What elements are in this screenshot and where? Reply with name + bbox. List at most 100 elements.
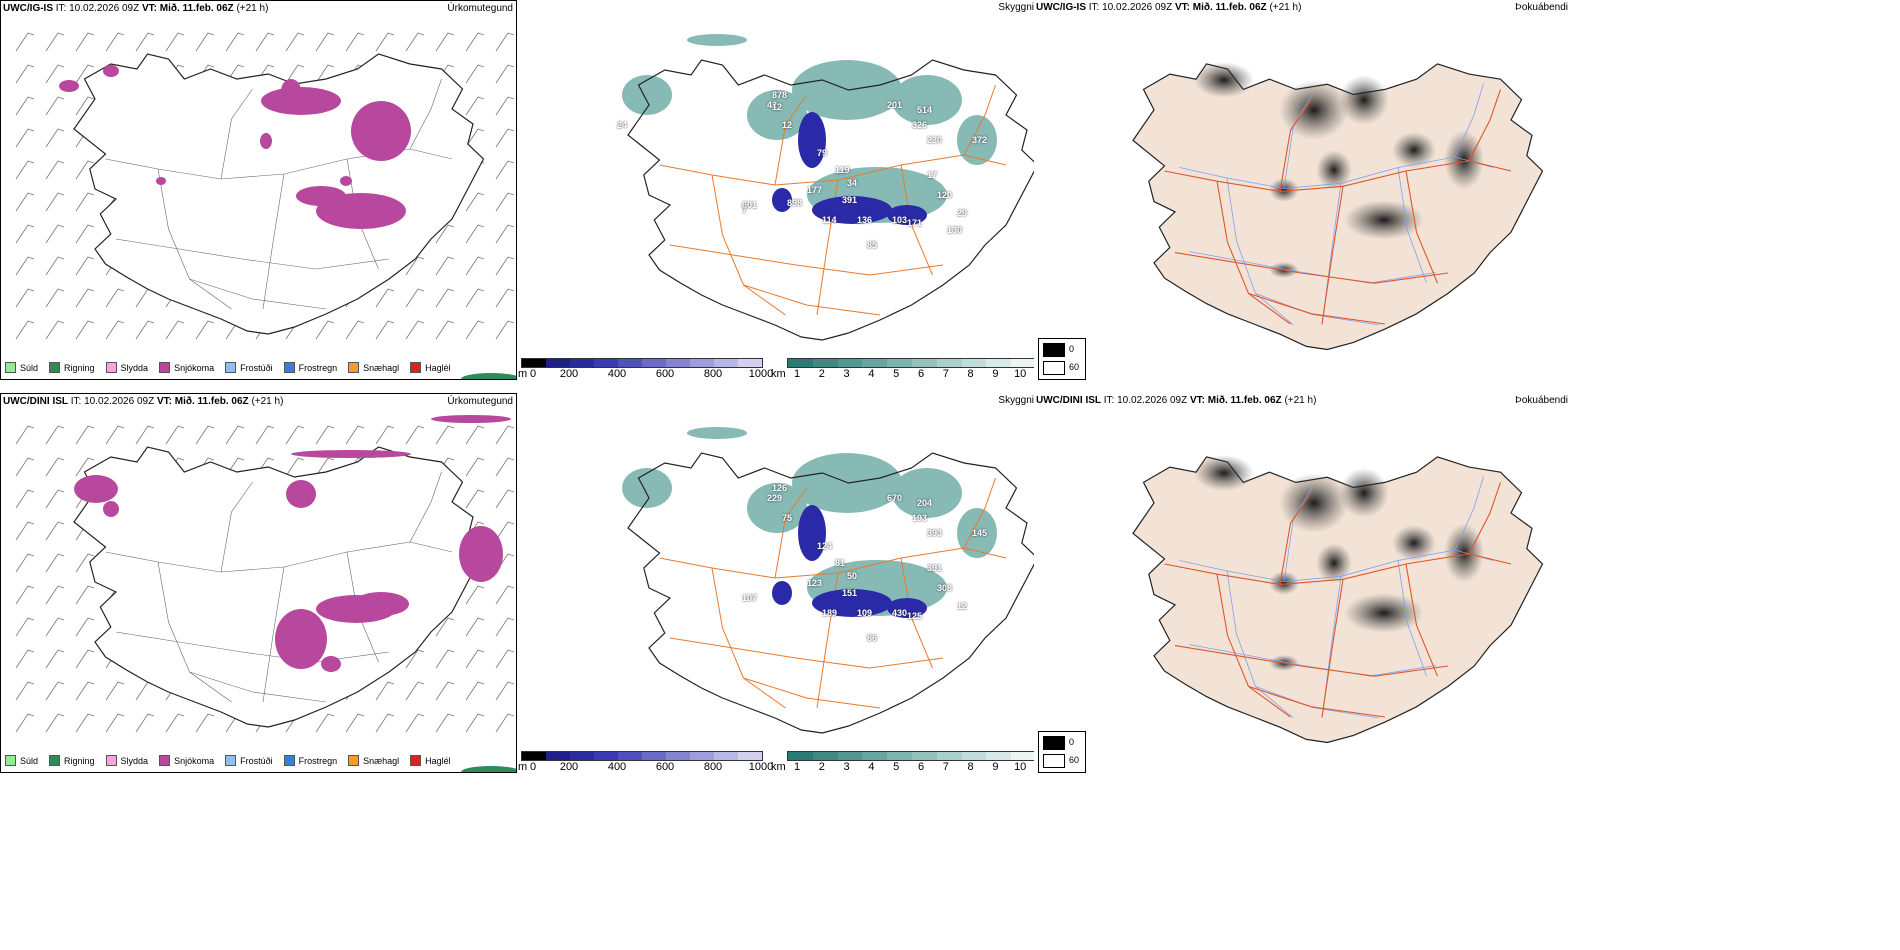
map-value-label: 308 xyxy=(937,583,953,593)
legend-label: Snæhagl xyxy=(363,755,400,766)
legend-item-6: Snæhagl xyxy=(348,362,399,373)
colorbar-tick: 0 xyxy=(529,368,537,380)
visibility-colorbar: 1 2 3 4 5 6 7 8 9 10 km xyxy=(771,751,1034,773)
map-value-label: 17 xyxy=(927,170,938,180)
colorbar-segment xyxy=(642,359,666,367)
colorbar-tick: 4 xyxy=(868,761,875,773)
panel-name-precip: Úrkomutegund xyxy=(447,396,513,407)
colorbar-segment xyxy=(570,359,594,367)
colorbar-tick: 1000 xyxy=(748,368,774,380)
legend-label: Rigning xyxy=(64,755,95,766)
map-value-label: 326 xyxy=(912,120,928,130)
map-value-label: 12 xyxy=(772,102,783,112)
colorbar-segment xyxy=(522,359,546,367)
panel-title: UWC/DINI ISL IT: 10.02.2026 09Z VT: Mið.… xyxy=(1036,395,1317,406)
map-value-label: 120 xyxy=(937,190,953,200)
colorbar-segment xyxy=(642,752,666,760)
fog-shading xyxy=(1194,62,1484,278)
colorbar-segment xyxy=(714,359,738,367)
map-value-label: 514 xyxy=(917,105,933,115)
legend-swatch xyxy=(348,362,360,373)
map-value-label: 50 xyxy=(847,571,858,581)
colorbar-segment xyxy=(594,359,618,367)
map-value-label: 898 xyxy=(787,198,803,208)
colorbar-segment xyxy=(714,752,738,760)
map-value-label: 393 xyxy=(927,528,943,538)
map-value-label: 193 xyxy=(912,513,928,523)
colorbar-tick: 1 xyxy=(793,761,801,773)
map-value-label: 601 xyxy=(742,200,758,210)
snowfall-areas xyxy=(59,65,411,229)
map-value-label: 177 xyxy=(807,185,823,195)
legend-swatch xyxy=(348,755,360,766)
precip-type-panel: UWC/IG-IS IT: 10.02.2026 09Z VT: Mið. 11… xyxy=(0,0,517,380)
colorbar-segment xyxy=(690,752,714,760)
map-value-label: 670 xyxy=(887,493,903,503)
legend-swatch xyxy=(159,755,171,766)
forecast-row-2: UWC/DINI ISL IT: 10.02.2026 09Z VT: Mið.… xyxy=(0,393,1900,773)
legend-item-3: Snjókoma xyxy=(159,755,214,766)
colorbar-tick: 5 xyxy=(893,368,900,380)
map-value-label: 34 xyxy=(847,178,858,188)
visibility-map xyxy=(622,34,1034,341)
precip-map xyxy=(15,32,516,379)
legend-item-0: Súld xyxy=(5,755,38,766)
colorbar-segment xyxy=(522,752,546,760)
legend-label: Snjókoma xyxy=(174,755,215,766)
legend-label: Súld xyxy=(20,755,39,766)
colorbar-tick: 2 xyxy=(818,761,825,773)
panel-name-precip: Úrkomutegund xyxy=(447,3,513,14)
legend-swatch xyxy=(410,755,422,766)
colorbar-segment xyxy=(788,359,813,367)
panel-title: UWC/DINI ISL IT: 10.02.2026 09Z VT: Mið.… xyxy=(3,396,284,407)
map-value-label: 29 xyxy=(957,208,968,218)
road-network xyxy=(1164,89,1512,325)
rain-area xyxy=(461,373,516,379)
legend-item-6: Snæhagl xyxy=(348,755,399,766)
precip-legend: Súld Rigning Slydda Snjókoma Frostúði Frostre… xyxy=(5,755,451,766)
colorbar-tick: 800 xyxy=(703,761,723,773)
legend-item-2: Slydda xyxy=(105,755,149,766)
legend-label: Slydda xyxy=(120,362,149,373)
map-value-label: 130 xyxy=(947,225,963,235)
panel-title: UWC/IG-IS IT: 10.02.2026 09Z VT: Mið. 11… xyxy=(3,3,269,14)
legend-label: Frostregn xyxy=(298,755,338,766)
map-value-label: 124 xyxy=(817,541,833,551)
map-value-label: 391 xyxy=(842,195,858,205)
map-value-label: 145 xyxy=(972,528,988,538)
map-value-label: 103 xyxy=(892,215,908,225)
snow-colorbar: 0 200 400 600 800 1000 m xyxy=(518,751,773,773)
legend-item-1: Rigning xyxy=(49,362,95,373)
legend-label: Slydda xyxy=(120,755,149,766)
legend-item-3: Snjókoma xyxy=(159,362,214,373)
colorbar-segment xyxy=(690,359,714,367)
colorbar-tick: 3 xyxy=(843,761,850,773)
legend-swatch xyxy=(283,362,295,373)
map-value-label: 109 xyxy=(857,608,873,618)
legend-label: Frostúði xyxy=(240,755,273,766)
map-value-label: 85 xyxy=(867,240,878,250)
colorbar-segment xyxy=(887,359,912,367)
legend-label: Frostregn xyxy=(298,362,338,373)
colorbar-tick: 8 xyxy=(967,368,974,380)
map-value-label: 7 xyxy=(742,205,748,215)
colorbar-segment xyxy=(936,752,962,760)
legend-swatch xyxy=(5,755,16,766)
map-value-label: 81 xyxy=(835,558,846,568)
map-value-label: 201 xyxy=(887,100,903,110)
colorbar-segment xyxy=(570,752,594,760)
legend-swatch xyxy=(225,362,237,373)
fog-panel: UWC/DINI ISL IT: 10.02.2026 09Z VT: Mið.… xyxy=(1034,393,1900,773)
legend-item-1: Rigning xyxy=(49,755,95,766)
colorbar-tick: 3 xyxy=(843,368,850,380)
snow-depth-areas xyxy=(772,112,927,225)
panel-name-fog: Þokuábendi xyxy=(1515,2,1568,13)
map-value-label: 119 xyxy=(835,165,850,175)
colorbar-tick: 600 xyxy=(655,368,675,380)
legend-swatch xyxy=(283,755,295,766)
map-value-label: 125 xyxy=(907,611,923,621)
map-value-label: 12 xyxy=(782,120,793,130)
colorbar-segment xyxy=(594,752,618,760)
colorbar-segment xyxy=(911,359,937,367)
colorbar-segment xyxy=(666,752,690,760)
